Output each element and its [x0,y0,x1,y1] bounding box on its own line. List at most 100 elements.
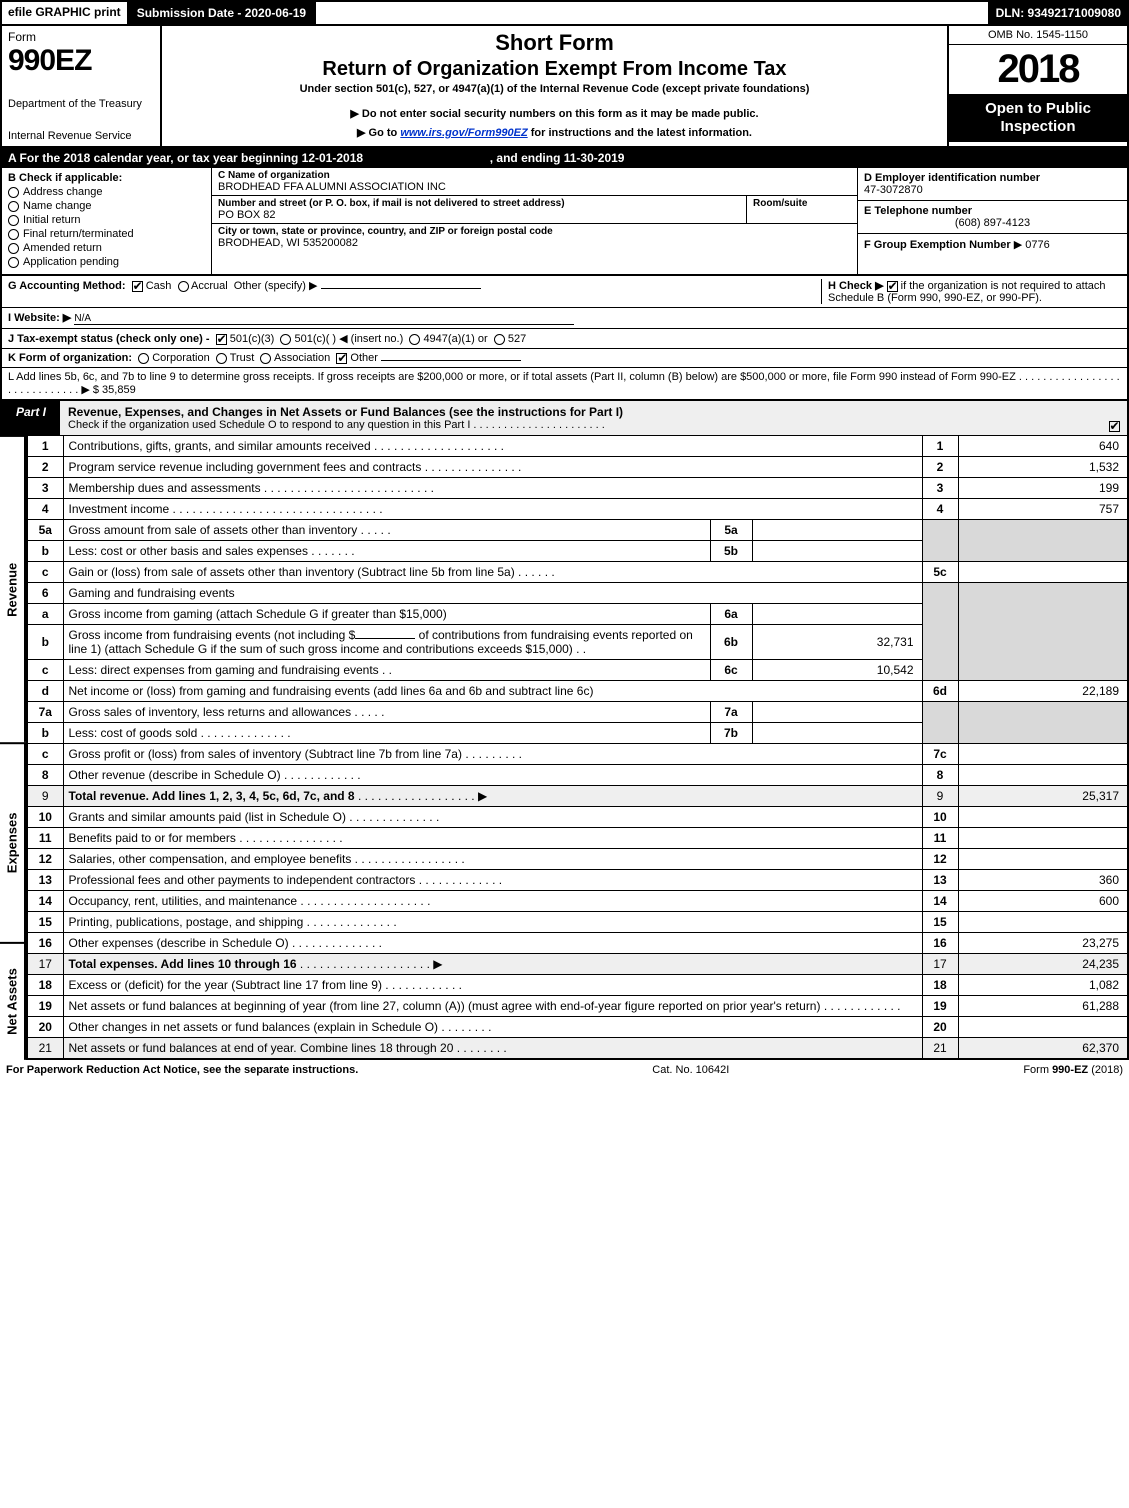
j-4947: 4947(a)(1) or [423,333,487,345]
col-def: D Employer identification number 47-3072… [857,168,1127,274]
g-other-input[interactable] [321,288,481,289]
rv-9: 25,317 [958,786,1128,807]
chk-amended-return[interactable] [8,243,19,254]
ln-11: 11 [27,828,63,849]
j-label: J Tax-exempt status (check only one) - [8,333,210,345]
sn-5a: 5a [710,520,752,541]
ln-18: 18 [27,975,63,996]
col-b-checks: B Check if applicable: Address change Na… [2,168,212,274]
rn-6d: 6d [922,681,958,702]
submission-date: Submission Date - 2020-06-19 [127,0,316,26]
chk-corp[interactable] [138,353,149,364]
ssn-warning: ▶ Do not enter social security numbers o… [172,107,937,120]
chk-amended-return-label: Amended return [23,242,102,254]
d-6b-1: Gross income from fundraising events (no… [69,628,356,642]
lines-wrap: Revenue Expenses Net Assets 1Contributio… [0,435,1129,1060]
c-label: C Name of organization [218,170,851,181]
goto-pre: ▶ Go to [357,127,400,139]
col-c-org: C Name of organization BRODHEAD FFA ALUM… [212,168,857,274]
chk-final-return[interactable] [8,229,19,240]
header-col3: OMB No. 1545-1150 2018 Open to Public In… [947,26,1127,146]
addr-label: Number and street (or P. O. box, if mail… [218,198,740,209]
ln-7b: b [27,723,63,744]
chk-501c[interactable] [280,334,291,345]
k-trust: Trust [230,352,255,364]
d-11: Benefits paid to or for members [69,831,236,845]
form-number: 990EZ [8,44,154,78]
d-2: Program service revenue including govern… [69,460,422,474]
ln-6c: c [27,660,63,681]
d-6a: Gross income from gaming (attach Schedul… [69,607,447,621]
chk-address-change[interactable] [8,187,19,198]
chk-4947[interactable] [409,334,420,345]
dept-treasury: Department of the Treasury [8,98,154,110]
ln-6: 6 [27,583,63,604]
rn-9: 9 [922,786,958,807]
rv-5c [958,562,1128,583]
org-name: BRODHEAD FFA ALUMNI ASSOCIATION INC [218,181,851,193]
ln-15: 15 [27,912,63,933]
rn-3: 3 [922,478,958,499]
d-3: Membership dues and assessments [69,481,261,495]
d-16: Other expenses (describe in Schedule O) [69,936,289,950]
rv-17: 24,235 [958,954,1128,975]
chk-accrual[interactable] [178,281,189,292]
d-20: Other changes in net assets or fund bala… [69,1020,439,1034]
under-section: Under section 501(c), 527, or 4947(a)(1)… [172,83,937,95]
goto-post: for instructions and the latest informat… [528,127,752,139]
rv-2: 1,532 [958,457,1128,478]
e-label: E Telephone number [864,205,1121,217]
rn-5c: 5c [922,562,958,583]
rn-15: 15 [922,912,958,933]
d-4: Investment income [69,502,170,516]
rn-18: 18 [922,975,958,996]
dln: DLN: 93492171009080 [988,0,1129,26]
sv-7b [752,723,922,744]
ln-6b: b [27,625,63,660]
rn-8: 8 [922,765,958,786]
rv-19: 61,288 [958,996,1128,1017]
chk-cash[interactable] [132,281,143,292]
rv-20 [958,1017,1128,1038]
ln-5b: b [27,541,63,562]
rn-11: 11 [922,828,958,849]
room-label: Room/suite [753,198,851,209]
chk-527[interactable] [494,334,505,345]
chk-trust[interactable] [216,353,227,364]
ln-1: 1 [27,436,63,457]
sv-5a [752,520,922,541]
rn-7c: 7c [922,744,958,765]
chk-part1-scho[interactable] [1109,421,1120,432]
chk-name-change-label: Name change [23,200,92,212]
k-corp: Corporation [152,352,209,364]
chk-501c3[interactable] [216,334,227,345]
chk-other-org[interactable] [336,353,347,364]
chk-name-change[interactable] [8,201,19,212]
d-17: Total expenses. Add lines 10 through 16 [69,957,297,971]
d-14: Occupancy, rent, utilities, and maintena… [69,894,298,908]
chk-assoc[interactable] [260,353,271,364]
city-label: City or town, state or province, country… [218,226,851,237]
lines-table: 1 Contributions, gifts, grants, and simil… [26,435,1129,1060]
irs-link[interactable]: www.irs.gov/Form990EZ [400,127,527,139]
ln-3: 3 [27,478,63,499]
ln-10: 10 [27,807,63,828]
ln-12: 12 [27,849,63,870]
k-other-input[interactable] [381,360,521,361]
rv-8 [958,765,1128,786]
6b-blank[interactable] [355,638,415,639]
j-501c3: 501(c)(3) [230,333,275,345]
d-6: Gaming and fundraising events [63,583,922,604]
short-form-title: Short Form [172,30,937,56]
form-word: Form [8,30,154,44]
chk-application-pending[interactable] [8,257,19,268]
ln-6a: a [27,604,63,625]
d-7b: Less: cost of goods sold [69,726,198,740]
chk-h[interactable] [887,281,898,292]
chk-initial-return[interactable] [8,215,19,226]
rv-14: 600 [958,891,1128,912]
topbar: efile GRAPHIC print Submission Date - 20… [0,0,1129,26]
part1-bar: Part I Revenue, Expenses, and Changes in… [0,401,1129,435]
d-21: Net assets or fund balances at end of ye… [69,1041,454,1055]
d-1: Contributions, gifts, grants, and simila… [69,439,371,453]
